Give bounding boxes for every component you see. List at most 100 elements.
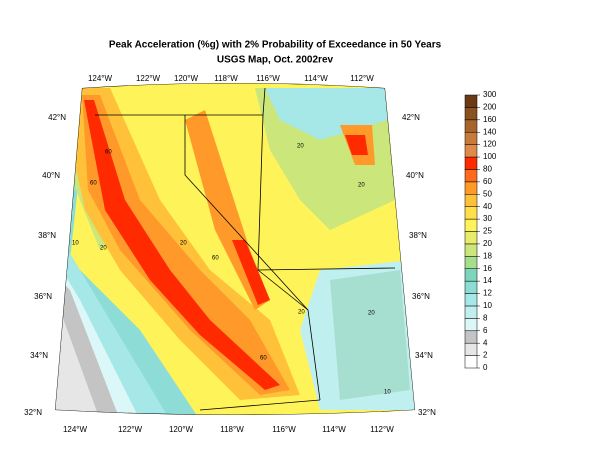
latitude-label: 40°N — [42, 171, 60, 180]
longitude-labels-bottom: 124°W 122°W 120°W 118°W 116°W 114°W 112°W — [63, 425, 394, 434]
longitude-label: 114°W — [304, 74, 328, 83]
longitude-label: 116°W — [272, 425, 296, 434]
contour-label: 10 — [384, 390, 391, 396]
contour-label: 60 — [105, 150, 112, 156]
colorbar-label: 40 — [483, 202, 492, 211]
contour-label: 20 — [358, 183, 365, 189]
colorbar-label: 8 — [483, 313, 488, 322]
fault-zone — [232, 240, 270, 305]
colorbar-swatch — [464, 330, 478, 344]
colorbar: 0 2 4 6 8 10 12 14 16 18 20 25 30 40 50 60 80 100 120 140 16… — [464, 90, 497, 372]
longitude-label: 120°W — [169, 425, 194, 434]
colorbar-swatch — [464, 218, 478, 232]
colorbar-swatch — [464, 342, 478, 356]
colorbar-label: 0 — [483, 363, 488, 372]
contour-label: 60 — [260, 356, 267, 362]
colorbar-label: 60 — [483, 177, 492, 186]
contour-label: 60 — [212, 256, 219, 262]
colorbar-swatch — [464, 243, 478, 257]
latitude-label: 34°N — [30, 351, 48, 360]
longitude-label: 124°W — [88, 74, 113, 83]
colorbar-swatch — [464, 318, 478, 332]
contour-label: 20 — [368, 311, 375, 317]
subtitle: USGS Map, Oct. 2002rev — [217, 55, 334, 66]
longitude-label: 116°W — [256, 74, 280, 83]
latitude-label: 34°N — [415, 351, 433, 360]
colorbar-swatch — [464, 256, 478, 269]
colorbar-swatch — [464, 305, 478, 319]
colorbar-label: 12 — [483, 289, 492, 298]
longitude-label: 118°W — [220, 425, 244, 434]
colorbar-label: 100 — [483, 152, 497, 161]
colorbar-swatch — [464, 107, 478, 121]
colorbar-label: 20 — [483, 239, 492, 248]
latitude-label: 40°N — [406, 171, 424, 180]
colorbar-swatch — [464, 268, 478, 282]
colorbar-swatch — [464, 144, 478, 158]
latitude-labels-right: 42°N 40°N 38°N 36°N 34°N 32°N — [402, 113, 436, 417]
contour-label: 10 — [72, 241, 79, 247]
colorbar-label: 2 — [483, 351, 488, 360]
latitude-label: 38°N — [409, 231, 427, 240]
longitude-label: 122°W — [118, 425, 143, 434]
longitude-label: 112°W — [370, 425, 394, 434]
state-borders — [55, 83, 415, 415]
contour-label: 20 — [297, 144, 304, 150]
colorbar-swatch — [464, 231, 478, 245]
longitude-labels-top: 124°W 122°W 120°W 118°W 116°W 114°W 112°W — [88, 74, 374, 83]
colorbar-swatch — [464, 131, 478, 145]
latitude-label: 36°N — [34, 292, 52, 301]
colorbar-label: 14 — [483, 276, 492, 285]
colorbar-label: 18 — [483, 251, 492, 260]
contour-labels: 60 60 20 10 20 60 20 20 20 10 60 20 — [72, 144, 391, 396]
latitude-labels-left: 42°N 40°N 38°N 36°N 34°N 32°N — [24, 113, 66, 417]
title: Peak Acceleration (%g) with 2% Probabili… — [109, 40, 442, 51]
latitude-label: 38°N — [38, 231, 56, 240]
colorbar-swatch — [464, 181, 478, 195]
longitude-label: 120°W — [174, 74, 199, 83]
latitude-label: 32°N — [24, 408, 42, 417]
contour-label: 20 — [298, 310, 305, 316]
colorbar-label: 160 — [483, 115, 497, 124]
latitude-label: 42°N — [402, 113, 420, 122]
colorbar-swatch — [464, 156, 478, 170]
colorbar-label: 120 — [483, 140, 497, 149]
latitude-label: 36°N — [412, 292, 430, 301]
colorbar-label: 4 — [483, 338, 488, 347]
longitude-label: 122°W — [136, 74, 161, 83]
longitude-label: 114°W — [322, 425, 346, 434]
low-zone — [330, 270, 410, 400]
colorbar-label: 6 — [483, 326, 488, 335]
ocean-band — [55, 300, 100, 415]
contour-label: 20 — [180, 241, 187, 247]
colorbar-swatch — [464, 206, 478, 220]
colorbar-swatch — [464, 293, 478, 307]
colorbar-swatch — [464, 194, 478, 207]
colorbar-label: 25 — [483, 227, 492, 236]
colorbar-swatch — [464, 280, 478, 294]
longitude-label: 118°W — [214, 74, 238, 83]
longitude-label: 112°W — [350, 74, 374, 83]
contour-label: 20 — [100, 246, 107, 252]
longitude-label: 124°W — [63, 425, 88, 434]
colorbar-swatch — [464, 355, 478, 369]
colorbar-label: 140 — [483, 127, 497, 136]
colorbar-label: 10 — [483, 301, 492, 310]
latitude-label: 32°N — [418, 408, 436, 417]
colorbar-swatch — [464, 169, 478, 183]
colorbar-label: 16 — [483, 264, 492, 273]
colorbar-label: 30 — [483, 214, 492, 223]
contour-label: 60 — [90, 181, 97, 187]
hazard-map — [55, 83, 415, 415]
colorbar-label: 50 — [483, 189, 492, 198]
colorbar-label: 200 — [483, 103, 497, 112]
latitude-label: 42°N — [48, 113, 66, 122]
colorbar-swatch — [464, 94, 478, 108]
high-zone — [82, 95, 290, 395]
colorbar-label: 80 — [483, 165, 492, 174]
colorbar-swatch — [464, 119, 478, 133]
fault-zone — [345, 135, 368, 155]
colorbar-label: 300 — [483, 90, 497, 99]
